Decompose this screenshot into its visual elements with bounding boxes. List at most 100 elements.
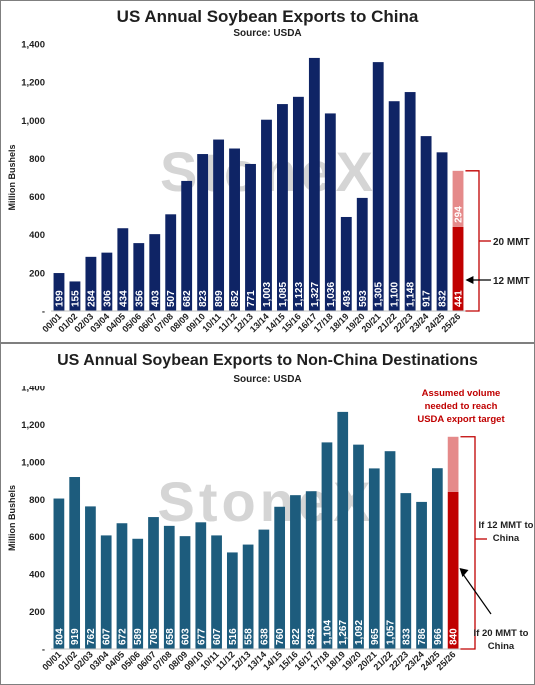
bar-value-label: 762 — [86, 628, 97, 645]
bar-value-label: 804 — [54, 628, 65, 645]
bar — [181, 180, 193, 311]
bar-value-label: 658 — [165, 628, 176, 645]
y-tick-label: 1,000 — [21, 457, 45, 468]
annotation-12mmt: If 12 MMT to — [479, 520, 534, 531]
y-tick-label: 1,400 — [21, 386, 45, 394]
annotation-20mmt: 20 MMT — [493, 237, 530, 248]
y-tick-label: 400 — [29, 570, 45, 581]
y-tick-label: 1,200 — [21, 420, 45, 431]
bar — [149, 234, 161, 311]
bar-value-label: 356 — [134, 290, 145, 307]
bar-value-label: 284 — [86, 290, 97, 307]
bar — [117, 228, 129, 311]
bar — [69, 281, 81, 311]
bar — [213, 139, 225, 311]
bar — [116, 523, 128, 649]
bar-value-label: 917 — [422, 290, 433, 307]
bar — [274, 506, 286, 649]
china-exports-panel: US Annual Soybean Exports to China Sourc… — [0, 0, 535, 343]
bar-value-label: 1,305 — [374, 282, 385, 307]
bar-value-label: 558 — [244, 628, 255, 645]
bar-value-label: 832 — [438, 290, 449, 307]
projection-base-label: 441 — [454, 290, 465, 307]
bar — [179, 536, 191, 649]
bar — [436, 152, 448, 311]
bar-value-label: 677 — [196, 628, 207, 645]
bar-value-label: 306 — [102, 290, 113, 307]
bar-value-label: 852 — [230, 290, 241, 307]
x-tick-label: 25/26 — [439, 311, 462, 334]
chart-title: US Annual Soybean Exports to China — [116, 7, 419, 26]
bar — [53, 273, 65, 311]
bar-value-label: 672 — [117, 628, 128, 645]
watermark: StoneX — [158, 470, 375, 533]
bar — [321, 442, 333, 649]
bar-value-label: 603 — [181, 628, 192, 645]
bar-value-label: 899 — [214, 290, 225, 307]
annotation-assumed-volume: Assumed volume — [422, 388, 501, 399]
bar — [290, 495, 301, 649]
bar — [258, 529, 270, 649]
y-tick-label: 600 — [29, 532, 45, 543]
bar — [53, 498, 65, 649]
projection-bar-base — [452, 226, 464, 311]
y-axis-label: Million Bushels — [7, 144, 17, 210]
non-china-exports-panel: US Annual Soybean Exports to Non-China D… — [0, 343, 535, 685]
bar-value-label: 1,092 — [354, 620, 365, 645]
bar — [226, 552, 238, 649]
bar — [305, 491, 317, 649]
arrow-12mmt-head — [465, 276, 474, 284]
bar — [100, 535, 112, 649]
bar — [340, 216, 352, 311]
bar-value-label: 965 — [370, 628, 381, 645]
bar-value-label: 1,100 — [390, 282, 401, 307]
projection-bar-top — [452, 170, 464, 227]
bar — [384, 451, 396, 649]
bar — [242, 544, 254, 649]
bar — [420, 136, 432, 311]
bar-value-label: 843 — [307, 628, 318, 645]
bar — [229, 148, 240, 311]
bar — [101, 252, 113, 311]
bar — [245, 163, 256, 311]
bar — [431, 468, 443, 649]
bar — [163, 525, 175, 649]
chart-subtitle: Source: USDA — [233, 374, 302, 385]
bar-value-label: 589 — [133, 628, 144, 645]
bar — [132, 538, 144, 649]
bar — [195, 522, 207, 649]
arrow-20mmt-line — [460, 571, 492, 615]
y-tick-label: 800 — [29, 495, 45, 506]
chart-title: US Annual Soybean Exports to Non-China D… — [57, 352, 478, 369]
bar — [277, 104, 288, 311]
bar-value-label: 1,123 — [294, 282, 305, 307]
bar-value-label: 705 — [149, 628, 160, 645]
y-tick-label: 800 — [29, 154, 45, 165]
y-tick-label: 1,400 — [21, 41, 45, 51]
bar-value-label: 607 — [212, 628, 223, 645]
y-tick-label: 1,000 — [21, 116, 45, 127]
y-tick-label: 200 — [29, 607, 45, 618]
bar-value-label: 493 — [342, 290, 353, 307]
bar-value-label: 1,267 — [338, 620, 349, 645]
annotation-assumed-volume: needed to reach — [425, 401, 498, 412]
bar — [197, 154, 209, 311]
bar-value-label: 823 — [198, 290, 209, 307]
bar-value-label: 403 — [150, 290, 161, 307]
y-tick-label: - — [42, 645, 45, 656]
chart-subtitle: Source: USDA — [233, 28, 302, 39]
bar-value-label: 760 — [275, 628, 286, 645]
bar — [337, 411, 349, 649]
bar — [324, 113, 336, 311]
bar-value-label: 919 — [70, 628, 81, 645]
annotation-12mmt: China — [493, 533, 520, 544]
bar-value-label: 199 — [54, 290, 65, 307]
bar — [261, 119, 272, 312]
annotation-20mmt: China — [488, 641, 515, 652]
bar — [85, 506, 96, 649]
bar-value-label: 1,085 — [278, 282, 289, 307]
bar-value-label: 1,057 — [386, 620, 397, 645]
y-tick-label: 400 — [29, 230, 45, 241]
y-tick-label: - — [42, 307, 45, 318]
bar-value-label: 638 — [259, 628, 270, 645]
